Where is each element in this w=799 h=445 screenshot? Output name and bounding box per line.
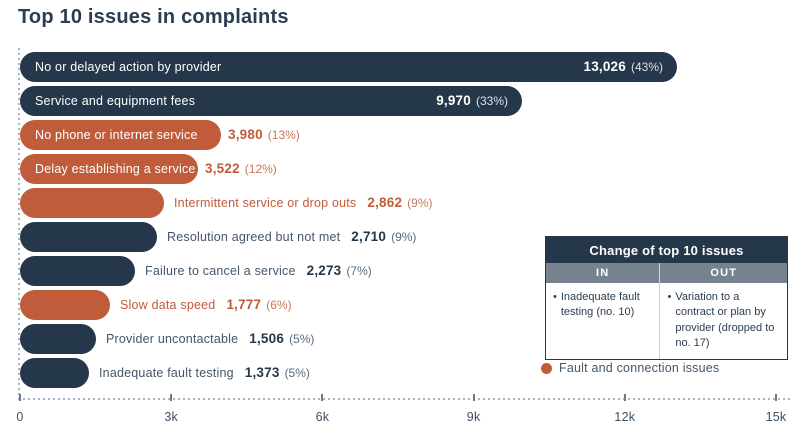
bar-label: Inadequate fault testing (99, 366, 234, 380)
bar-label: No phone or internet service (35, 128, 198, 142)
bar-slow-data-speed (20, 290, 110, 320)
bar-value: 2,862 (367, 195, 403, 210)
legend-label: Fault and connection issues (559, 361, 720, 375)
legend: Fault and connection issues (541, 361, 719, 375)
bar-intermittent-service-or-drop-outs (20, 188, 164, 218)
table-column-header-in: IN (546, 263, 661, 283)
bar-label: Resolution agreed but not met (167, 230, 341, 244)
chart-title: Top 10 issues in complaints (18, 6, 289, 28)
bar-percent: (12%) (244, 162, 277, 176)
bar-chart-plot: No or delayed action by provider 13,026 (4… (16, 48, 790, 424)
x-axis-tick-label: 0 (16, 410, 24, 424)
bar-value: 1,777 (226, 297, 262, 312)
x-axis-tick-mark (472, 394, 475, 401)
bar-row-6: Resolution agreed but not met 2,710 (9%) (20, 222, 776, 252)
bar-outside-text: 3,980 (13%) (228, 126, 300, 144)
bar-row-8: Slow data speed 1,777 (6%) (20, 290, 776, 320)
bar-outside-text: Intermittent service or drop outs 2,862 (9… (174, 194, 433, 212)
bar-outside-text: Slow data speed 1,777 (6%) (120, 296, 292, 314)
bar-row-3: No phone or internet service 3,980 (13%) (20, 120, 776, 150)
table-title: Change of top 10 issues (546, 237, 787, 263)
x-axis-line (18, 398, 790, 400)
bullet-icon: • (553, 291, 557, 303)
bar-label: Intermittent service or drop outs (174, 196, 357, 210)
bar-percent: (7%) (346, 264, 372, 278)
x-axis-tick-label: 3k (164, 410, 178, 424)
bar-label: Failure to cancel a service (145, 264, 296, 278)
bar-resolution-agreed-but-not-met (20, 222, 157, 252)
x-axis-tick-label: 12k (614, 410, 636, 424)
bar-value: 2,273 (306, 263, 342, 278)
bar-label: Slow data speed (120, 298, 216, 312)
x-axis-tick-mark (170, 394, 173, 401)
change-of-top10-table: Change of top 10 issues IN OUT • Inadequ… (545, 236, 788, 360)
bar-no-phone-or-internet-service: No phone or internet service (20, 120, 221, 150)
table-out-item: Variation to a contract or plan by provi… (675, 291, 775, 350)
y-axis-line (18, 48, 20, 400)
bar-outside-text: Provider uncontactable 1,506 (5%) (106, 330, 314, 348)
bar-row-4: Delay establishing a service 3,522 (12%) (20, 154, 776, 184)
bar-row-9: Provider uncontactable 1,506 (5%) (20, 324, 776, 354)
bullet-icon: • (667, 291, 672, 303)
bar-value: 13,026 (583, 59, 626, 74)
bar-outside-text: 3,522 (12%) (205, 160, 277, 178)
bar-value: 3,522 (205, 161, 240, 176)
bar-label: Service and equipment fees (35, 94, 196, 108)
bar-row-2: Service and equipment fees 9,970 (33%) (20, 86, 776, 116)
bar-percent: (13%) (267, 128, 300, 142)
bar-provider-uncontactable (20, 324, 96, 354)
bar-failure-to-cancel-a-service (20, 256, 135, 286)
bar-percent: (5%) (289, 332, 315, 346)
bar-percent: (9%) (391, 230, 417, 244)
bar-value-group: 9,970 (33%) (436, 92, 508, 110)
bar-percent: (33%) (475, 94, 508, 108)
x-axis-tick-mark (19, 394, 21, 401)
bar-label: No or delayed action by provider (35, 60, 222, 74)
table-column-header-out: OUT (710, 267, 738, 279)
x-axis-tick-mark (623, 394, 626, 401)
bar-row-5: Intermittent service or drop outs 2,862 (9… (20, 188, 776, 218)
table-body: • Inadequate fault testing (no. 10) • Va… (546, 283, 787, 359)
x-axis-tick-mark (321, 394, 324, 401)
x-axis-tick-label: 15k (765, 410, 787, 424)
bar-value: 3,980 (228, 127, 263, 142)
bar-inadequate-fault-testing (20, 358, 89, 388)
bar-percent: (5%) (284, 366, 310, 380)
x-axis-tick-label: 9k (466, 410, 481, 424)
legend-dot-icon (541, 362, 552, 374)
bar-outside-text: Inadequate fault testing 1,373 (5%) (99, 364, 310, 382)
bar-percent: (9%) (407, 196, 433, 210)
bar-label: Delay establishing a service (35, 162, 196, 176)
bar-row-7: Failure to cancel a service 2,273 (7%) (20, 256, 776, 286)
x-axis-tick-label: 6k (315, 410, 330, 424)
bar-value: 1,373 (244, 365, 280, 380)
bar-delay-establishing-a-service: Delay establishing a service (20, 154, 198, 184)
bar-outside-text: Resolution agreed but not met 2,710 (9%) (167, 228, 416, 246)
bar-outside-text: Failure to cancel a service 2,273 (7%) (145, 262, 372, 280)
table-in-item: Inadequate fault testing (no. 10) (560, 291, 640, 319)
bar-value-group: 13,026 (43%) (583, 58, 663, 76)
bar-service-and-equipment-fees: Service and equipment fees 9,970 (33%) (20, 86, 522, 116)
bar-row-1: No or delayed action by provider 13,026 (4… (20, 52, 776, 82)
bar-value: 9,970 (436, 93, 471, 108)
bar-percent: (43%) (630, 60, 663, 74)
bar-value: 2,710 (351, 229, 387, 244)
bar-percent: (6%) (266, 298, 292, 312)
x-axis-tick-mark (775, 394, 777, 401)
bar-row-10: Inadequate fault testing 1,373 (5%) (20, 358, 776, 388)
table-cell-in: • Inadequate fault testing (no. 10) (546, 283, 661, 359)
table-column-headers: IN OUT (546, 263, 787, 283)
bar-label: Provider uncontactable (106, 332, 239, 346)
bar-value: 1,506 (249, 331, 285, 346)
table-cell-out: • Variation to a contract or plan by pro… (660, 283, 787, 359)
bar-no-or-delayed-action-by-provider: No or delayed action by provider 13,026 (4… (20, 52, 677, 82)
